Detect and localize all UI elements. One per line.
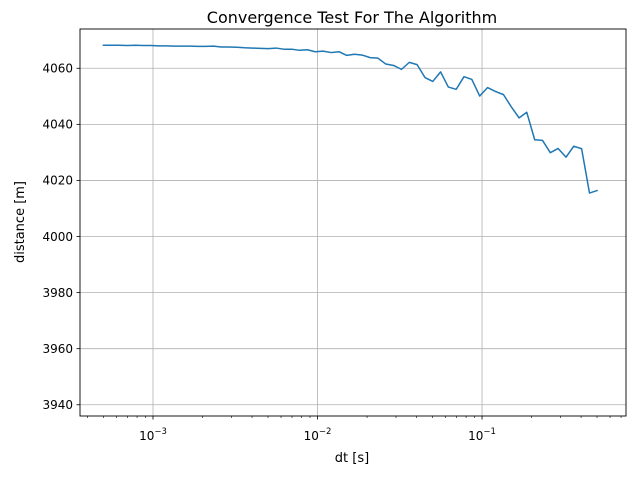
x-tick-label: 10−2 [304,427,332,443]
y-tick-label: 3960 [42,342,73,356]
x-tick-label: 10−1 [468,427,496,443]
plot-frame [79,28,627,417]
y-axis-label: distance [m] [13,181,28,263]
y-tick-label: 4000 [42,230,73,244]
series-layer [102,44,598,194]
ticks: 3940 3960 3980 4000 4020 4040 4060 10−3 10−2 10−1 [42,62,622,443]
y-tick-label: 4020 [42,174,73,188]
x-axis-label: dt [s] [335,451,369,466]
series-line [102,44,598,194]
y-tick-label: 4040 [42,118,73,132]
y-tick-label: 3940 [42,398,73,412]
y-tick-label: 3980 [42,286,73,300]
chart-title: Convergence Test For The Algorithm [207,8,497,27]
x-tick-label: 10−3 [139,427,167,443]
grid [80,29,626,416]
y-tick-label: 4060 [42,62,73,76]
